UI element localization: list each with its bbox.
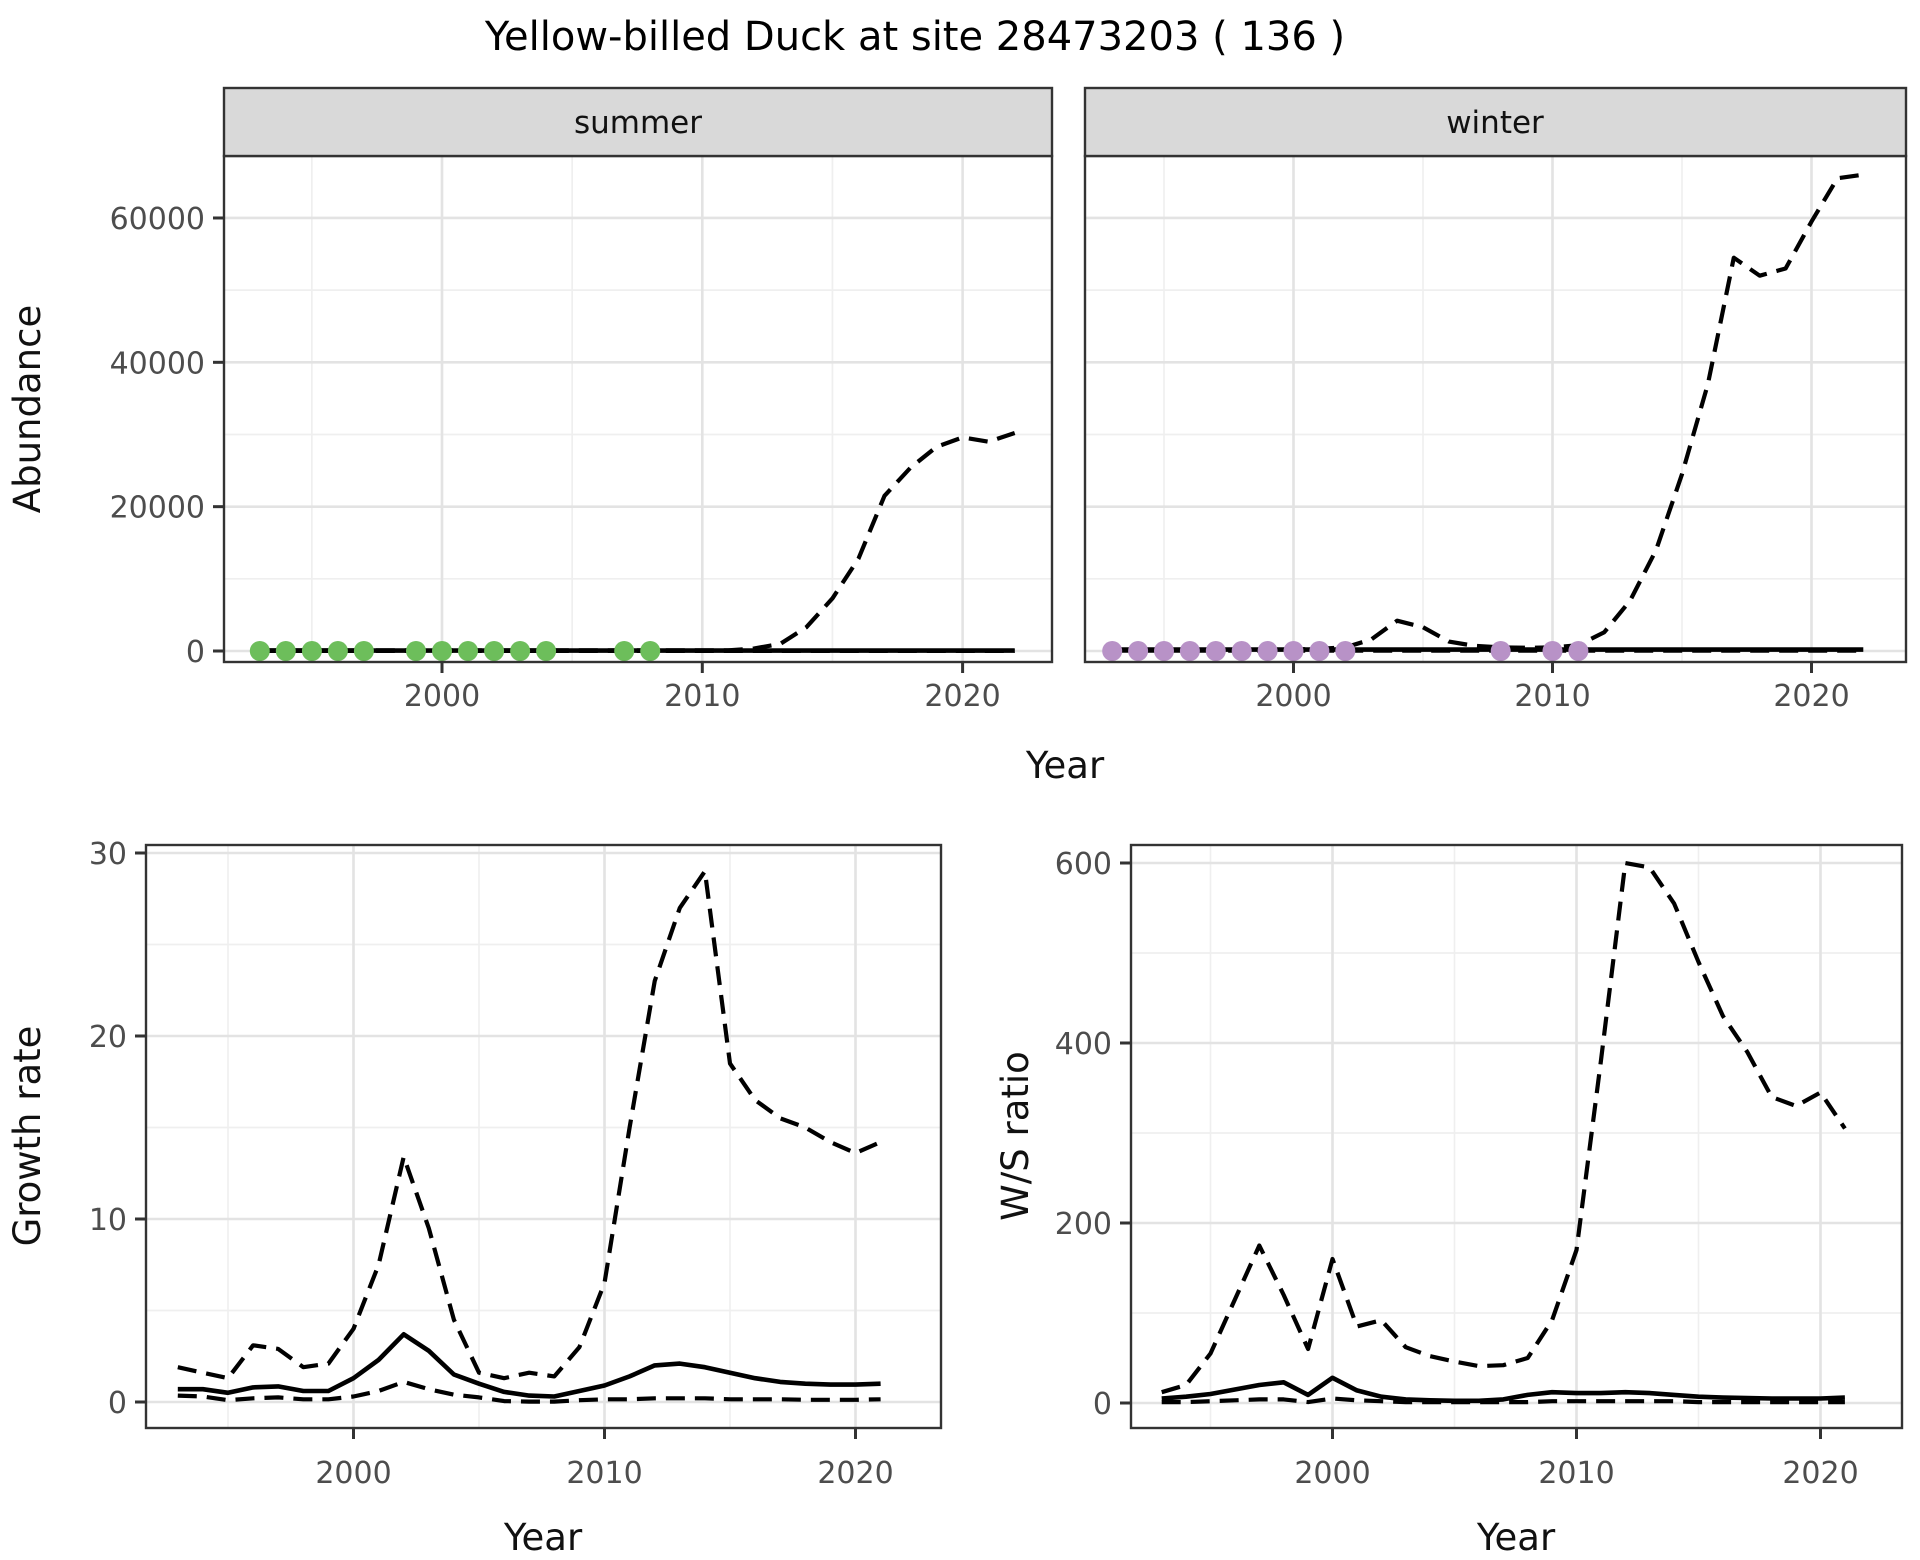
observed-point	[353, 641, 374, 661]
x-tick-label: 2010	[1514, 679, 1590, 714]
panel-border	[144, 843, 943, 1430]
observed-point	[484, 641, 505, 661]
panel-background	[1085, 156, 1906, 662]
facet-strip-summer-bg	[222, 86, 1054, 158]
median-line	[1161, 1375, 1845, 1404]
x-tick-label: 2010	[566, 1456, 642, 1491]
observed-point	[249, 641, 270, 661]
y-tick-label: 0	[186, 635, 205, 670]
panel-growth-rate: 2000 2010 2020 0 10 20 30	[89, 837, 943, 1491]
y-tick-label: 60000	[110, 202, 205, 237]
facet-strip-winter-label: winter	[1446, 105, 1544, 141]
observed-point	[1231, 641, 1252, 661]
observed-points	[249, 641, 661, 661]
panel-background	[146, 845, 941, 1428]
x-axis-title-year-top: Year	[1025, 744, 1105, 787]
panel-background	[224, 156, 1052, 662]
observed-point	[458, 641, 478, 661]
facet-strip-summer-label: summer	[574, 105, 702, 141]
y-tick-label: 20000	[110, 491, 205, 526]
upper-ci-line	[177, 869, 882, 1381]
x-tick-label: 2000	[404, 679, 480, 714]
observed-point	[1490, 641, 1511, 661]
observed-point	[1102, 641, 1123, 661]
y-axis-title-abundance: Abundance	[6, 305, 49, 513]
x-tick-label: 2000	[1255, 679, 1331, 714]
gridlines-minor	[1085, 156, 1906, 662]
y-axis-title-ws-ratio: W/S ratio	[994, 1051, 1037, 1221]
panel-border	[1129, 843, 1904, 1430]
observed-point	[614, 641, 635, 661]
median-line	[177, 1332, 881, 1399]
y-tick-label: 40000	[110, 346, 205, 381]
facet-strip-summer: summer	[222, 86, 1054, 158]
observed-points	[1102, 641, 1589, 661]
x-tick-label: 2020	[924, 679, 1000, 714]
upper-ci-line	[1161, 860, 1847, 1395]
x-tick-label: 2000	[315, 1456, 391, 1491]
y-tick-label: 0	[1093, 1387, 1112, 1422]
panel-abundance-winter: 2000 2010 2020	[1083, 154, 1908, 714]
observed-point	[1309, 641, 1330, 661]
lower-ci-line	[177, 1379, 881, 1404]
x-tick-label: 2020	[1773, 679, 1849, 714]
figure-title: Yellow-billed Duck at site 28473203 ( 13…	[484, 14, 1345, 60]
lower-ci-line	[1161, 1396, 1845, 1405]
observed-point	[1179, 641, 1200, 661]
facet-strip-winter: winter	[1083, 86, 1908, 158]
x-tick-label: 2000	[1294, 1456, 1370, 1491]
observed-point	[432, 641, 452, 661]
y-axis-title-growth-rate: Growth rate	[6, 1026, 49, 1247]
observed-point	[1154, 641, 1174, 661]
y-tick-label: 0	[108, 1386, 127, 1421]
panel-abundance-summer: 2000 2010 2020 0 20000 40000 60000	[110, 154, 1054, 714]
observed-point	[406, 641, 426, 661]
observed-point	[301, 641, 322, 661]
gridlines-minor	[1131, 845, 1902, 1428]
gridlines-minor	[224, 156, 1052, 662]
upper-ci-line	[259, 431, 1016, 653]
x-axis-title-year-growth: Year	[503, 1516, 583, 1559]
observed-point	[327, 641, 348, 661]
observed-point	[1568, 641, 1589, 661]
gridlines-major	[1131, 845, 1902, 1428]
y-tick-label: 400	[1055, 1027, 1112, 1062]
panel-background	[1131, 845, 1902, 1428]
observed-point	[1257, 641, 1278, 661]
x-tick-label: 2020	[1782, 1456, 1858, 1491]
y-tick-label: 200	[1055, 1207, 1112, 1242]
x-tick-label: 2020	[817, 1456, 893, 1491]
observed-point	[640, 641, 661, 661]
observed-point	[536, 641, 557, 661]
gridlines-minor	[146, 845, 941, 1428]
y-tick-label: 600	[1055, 847, 1112, 882]
y-tick-label: 10	[89, 1203, 127, 1238]
x-tick-label: 2010	[664, 679, 740, 714]
observed-point	[1542, 641, 1563, 661]
x-tick-label: 2010	[1538, 1456, 1614, 1491]
y-tick-label: 20	[89, 1020, 127, 1055]
observed-point	[1205, 641, 1226, 661]
observed-point	[1335, 641, 1356, 661]
observed-point	[275, 641, 296, 661]
panel-ws-ratio: 2000 2010 2020 0 200 400 600	[1055, 843, 1904, 1491]
observed-point	[1128, 641, 1149, 661]
y-tick-label: 30	[89, 837, 127, 872]
facet-strip-winter-bg	[1083, 86, 1908, 158]
observed-point	[1283, 641, 1304, 661]
x-axis-title-year-ws: Year	[1476, 1516, 1556, 1559]
observed-point	[510, 641, 531, 661]
